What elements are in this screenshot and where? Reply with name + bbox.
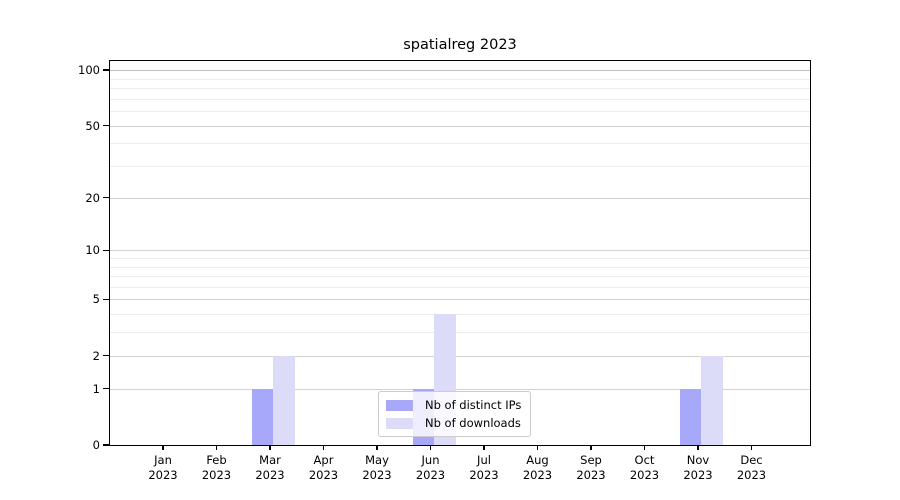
x-axis-tick bbox=[697, 445, 699, 450]
x-axis-label-month: Feb bbox=[206, 453, 227, 467]
gridline-minor bbox=[110, 314, 810, 316]
x-axis-tick bbox=[536, 445, 539, 450]
gridline-minor bbox=[110, 332, 810, 334]
x-axis-label: Jul 2023 bbox=[457, 453, 511, 483]
x-axis-label-year: 2023 bbox=[736, 468, 767, 482]
y-axis-label: 5 bbox=[92, 292, 100, 307]
x-axis-label-month: Apr bbox=[313, 453, 334, 467]
gridline-minor bbox=[110, 111, 810, 113]
x-axis-label: Apr 2023 bbox=[297, 453, 351, 483]
x-axis-label-month: Jul bbox=[477, 453, 491, 467]
y-axis-label: 2 bbox=[92, 348, 100, 363]
x-axis-label: May 2023 bbox=[350, 453, 404, 483]
gridline-minor bbox=[110, 258, 810, 259]
y-axis-label: 100 bbox=[78, 63, 100, 78]
x-axis-label-month: May bbox=[365, 453, 389, 467]
x-axis-label-month: Aug bbox=[526, 453, 549, 467]
x-axis-tick bbox=[429, 445, 432, 450]
x-axis-label-year: 2023 bbox=[362, 468, 392, 482]
x-axis-label: Jan 2023 bbox=[136, 453, 190, 483]
x-axis-label-year: 2023 bbox=[148, 468, 178, 482]
x-axis-label-month: Nov bbox=[686, 453, 710, 467]
gridline-major bbox=[110, 388, 810, 390]
plot-area bbox=[109, 60, 811, 446]
x-axis-tick bbox=[376, 445, 378, 450]
bar-distinct-ips-nov bbox=[680, 388, 701, 445]
gridline-minor bbox=[110, 266, 810, 268]
y-axis-label: 1 bbox=[92, 381, 100, 396]
legend-item-downloads: Nb of downloads bbox=[386, 416, 521, 430]
gridline-minor bbox=[110, 276, 810, 278]
y-axis-label: 10 bbox=[85, 243, 100, 258]
gridline-major bbox=[110, 125, 810, 127]
gridline-minor bbox=[110, 78, 810, 80]
gridline-major bbox=[110, 299, 810, 301]
y-axis-tick bbox=[103, 298, 109, 301]
gridline-minor bbox=[110, 286, 810, 288]
x-axis-tick bbox=[483, 445, 485, 450]
legend-label-distinct-ips: Nb of distinct IPs bbox=[425, 398, 522, 412]
y-axis-label: 0 bbox=[92, 438, 100, 452]
gridline-major bbox=[110, 250, 810, 252]
x-axis-tick bbox=[643, 445, 646, 450]
gridline-major bbox=[110, 355, 810, 357]
legend: Nb of distinct IPs Nb of downloads bbox=[378, 391, 532, 437]
x-axis-label-year: 2023 bbox=[255, 468, 285, 482]
y-axis-tick bbox=[103, 249, 109, 251]
x-axis-label-year: 2023 bbox=[415, 468, 446, 482]
x-axis-label-year: 2023 bbox=[201, 468, 232, 482]
legend-label-downloads: Nb of downloads bbox=[425, 416, 521, 430]
bar-downloads-nov bbox=[701, 355, 723, 445]
x-axis-tick bbox=[162, 445, 164, 450]
x-axis-label: Nov 2023 bbox=[671, 453, 725, 483]
x-axis-label-year: 2023 bbox=[629, 468, 660, 482]
x-axis-label-month: Jun bbox=[421, 453, 440, 467]
x-axis-label: Jun 2023 bbox=[404, 453, 458, 483]
x-axis-tick bbox=[269, 445, 271, 450]
x-axis-label: Aug 2023 bbox=[511, 453, 565, 483]
chart-title: spatialreg 2023 bbox=[403, 37, 517, 53]
gridline-major bbox=[110, 70, 810, 72]
x-axis-label-month: Mar bbox=[259, 453, 281, 467]
y-axis-tick bbox=[103, 197, 109, 199]
x-axis-label: Mar 2023 bbox=[243, 453, 297, 483]
gridline-major bbox=[110, 197, 810, 199]
x-axis-label-year: 2023 bbox=[469, 468, 499, 482]
x-axis-label-month: Oct bbox=[634, 453, 655, 467]
legend-swatch-distinct-ips bbox=[386, 399, 413, 411]
x-axis-label-year: 2023 bbox=[576, 468, 606, 482]
x-axis-label: Sep 2023 bbox=[564, 453, 618, 483]
x-axis-label-year: 2023 bbox=[683, 468, 713, 482]
x-axis-label-month: Dec bbox=[740, 453, 763, 467]
legend-swatch-downloads bbox=[386, 417, 413, 429]
gridline-minor bbox=[110, 143, 810, 145]
gridline-minor bbox=[110, 166, 810, 168]
gridline-minor bbox=[110, 88, 810, 90]
x-axis-label: Oct 2023 bbox=[618, 453, 672, 483]
y-axis-tick bbox=[103, 355, 109, 357]
y-axis-tick bbox=[103, 124, 109, 127]
legend-item-distinct-ips: Nb of distinct IPs bbox=[386, 398, 521, 412]
y-axis-tick bbox=[103, 69, 109, 71]
x-axis-tick bbox=[322, 445, 325, 450]
y-axis-label: 50 bbox=[85, 118, 100, 133]
x-axis-label: Dec 2023 bbox=[725, 453, 779, 483]
y-axis-label: 20 bbox=[85, 190, 100, 205]
x-axis-label: Feb 2023 bbox=[190, 453, 244, 483]
bar-downloads-mar bbox=[273, 355, 295, 445]
x-axis-label-year: 2023 bbox=[308, 468, 339, 482]
y-axis-tick bbox=[103, 388, 109, 390]
x-axis-label-month: Jan bbox=[154, 453, 172, 467]
x-axis-label-year: 2023 bbox=[522, 468, 553, 482]
bar-distinct-ips-mar bbox=[252, 388, 273, 445]
x-axis-label-month: Sep bbox=[580, 453, 602, 467]
x-axis-tick bbox=[215, 445, 218, 450]
x-axis-tick bbox=[750, 445, 753, 450]
x-axis-tick bbox=[590, 445, 592, 450]
gridline-minor bbox=[110, 98, 810, 100]
y-axis-tick bbox=[103, 444, 109, 446]
